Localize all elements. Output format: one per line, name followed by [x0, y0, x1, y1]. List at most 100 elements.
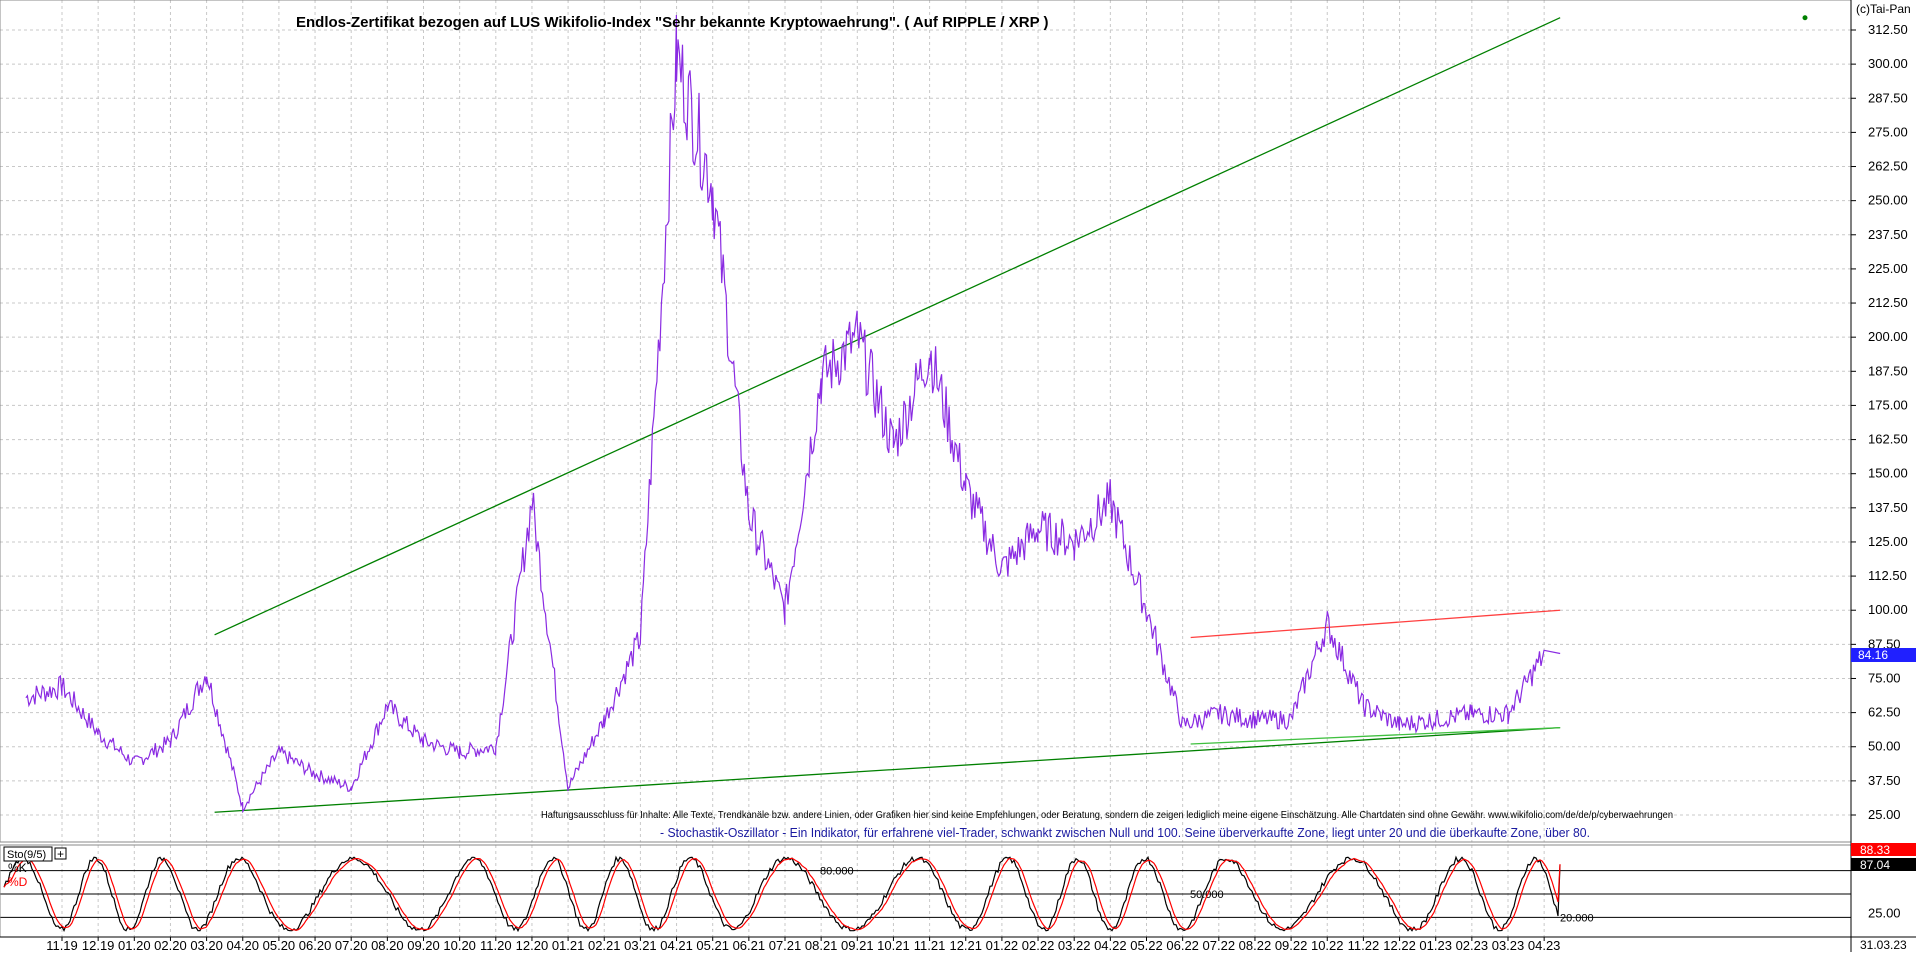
y-tick-label: 225.00	[1868, 261, 1908, 276]
x-tick-label: 11.22	[1348, 938, 1380, 952]
y-tick-label: 150.00	[1868, 466, 1908, 481]
x-tick-label: 02.22	[1022, 938, 1055, 952]
x-tick-label: 05.21	[696, 938, 729, 952]
trendline	[1190, 609, 1561, 639]
legend-d: %D	[8, 875, 28, 889]
x-tick-label: 02.23	[1456, 938, 1489, 952]
oscillator-title: Sto(9/5)	[7, 849, 46, 861]
x-tick-label: 10.20	[443, 938, 476, 952]
x-tick-label: 02.20	[154, 938, 187, 952]
stoch-k-value: 87.04	[1860, 858, 1890, 872]
y-tick-label: 37.50	[1868, 773, 1901, 788]
disclaimer-text: Haftungsausschluss für Inhalte: Alle Tex…	[541, 810, 1673, 821]
y-tick-label: 262.50	[1868, 159, 1908, 174]
x-tick-label: 09.21	[841, 938, 874, 952]
x-tick-label: 04.20	[226, 938, 259, 952]
x-axis-labels: 11.19 12.19 01.20 02.20 03.20 04.20 05.20 06.20…	[46, 937, 1561, 953]
oscillator-y-labels: 25.00	[1868, 906, 1901, 921]
osc-reference-label: 20.000	[1560, 912, 1594, 924]
chart-title: Endlos-Zertifikat bezogen auf LUS Wikifo…	[296, 14, 1049, 31]
y-tick-label: 112.50	[1868, 568, 1907, 583]
y-tick-label: 50.00	[1868, 739, 1901, 754]
y-axis-labels: 312.50 300.00 287.50 275.00 262.50 250.00 237.…	[1851, 22, 1908, 822]
y-tick-label: 87.50	[1868, 636, 1901, 651]
y-tick-label: 237.50	[1868, 227, 1908, 242]
x-tick-label: 04.21	[660, 938, 693, 952]
price-series-line	[25, 14, 1561, 814]
x-tick-label: 06.22	[1166, 938, 1199, 952]
x-tick-label: 06.21	[733, 938, 766, 952]
trendline-endpoint	[1802, 15, 1808, 21]
x-tick-label: 01.23	[1419, 938, 1452, 952]
y-tick-label: 162.50	[1868, 432, 1908, 447]
y-tick-label: 100.00	[1868, 602, 1908, 617]
y-tick-label: 200.00	[1868, 329, 1908, 344]
y-tick-label: 312.50	[1868, 22, 1908, 37]
trendline	[214, 726, 1561, 813]
x-tick-label: 03.22	[1058, 938, 1091, 952]
y-tick-label: 287.50	[1868, 90, 1908, 105]
x-tick-label: 10.21	[877, 938, 910, 952]
y-tick-label: 212.50	[1868, 295, 1908, 310]
trendline	[214, 17, 1561, 636]
y-tick-label: 25.00	[1868, 807, 1901, 822]
plus-icon[interactable]: +	[57, 847, 64, 861]
x-tick-label: 12.19	[82, 938, 115, 952]
main-grid	[0, 0, 1851, 937]
x-tick-label: 01.21	[552, 938, 585, 952]
x-tick-label: 11.21	[914, 938, 946, 952]
trendline	[1190, 726, 1561, 745]
stoch-d-value: 88.33	[1860, 843, 1890, 857]
stoch-d-badge	[1851, 843, 1916, 856]
x-tick-label: 11.19	[46, 938, 78, 952]
y-tick-label: 300.00	[1868, 56, 1908, 71]
x-tick-label: 10.22	[1311, 938, 1344, 952]
oscillator-title-box	[3, 846, 53, 862]
x-tick-label: 04.22	[1094, 938, 1127, 952]
x-tick-label: 05.22	[1130, 938, 1163, 952]
y-tick-label: 250.00	[1868, 193, 1908, 208]
y-tick-label: 75.00	[1868, 670, 1901, 685]
x-tick-label: 12.22	[1383, 938, 1416, 952]
x-tick-label: 11.20	[480, 938, 512, 952]
x-tick-label: 03.23	[1492, 938, 1525, 952]
x-tick-label: 03.20	[190, 938, 223, 952]
x-tick-label: 01.22	[986, 938, 1019, 952]
x-tick-label: 07.22	[1203, 938, 1236, 952]
x-tick-label: 12.21	[949, 938, 982, 952]
x-tick-label: 04.23	[1528, 938, 1561, 952]
trendlines	[214, 15, 1808, 813]
expand-button[interactable]	[54, 847, 67, 860]
x-tick-label: 03.21	[624, 938, 657, 952]
x-tick-label: 05.20	[263, 938, 296, 952]
x-tick-label: 12.20	[516, 938, 549, 952]
last-value-badge	[1851, 648, 1916, 662]
x-tick-label: 08.22	[1239, 938, 1272, 952]
copyright-label: (c)Tai-Pan	[1856, 2, 1911, 16]
oscillator-description: - Stochastik-Oszillator - Ein Indikator,…	[660, 825, 1590, 840]
x-tick-label: 02.21	[588, 938, 621, 952]
y-tick-label: 275.00	[1868, 124, 1908, 139]
legend-k: %K	[8, 861, 27, 875]
x-tick-label: 09.22	[1275, 938, 1308, 952]
x-tick-label: 07.21	[769, 938, 802, 952]
y-tick-label: 62.50	[1868, 705, 1901, 720]
y-tick-label: 125.00	[1868, 534, 1908, 549]
x-tick-label: 08.20	[371, 938, 404, 952]
y-tick-label: 187.50	[1868, 363, 1908, 378]
osc-y-tick-label: 25.00	[1868, 906, 1901, 921]
last-value-text: 84.16	[1858, 648, 1888, 662]
stoch-k-line	[3, 855, 1561, 933]
x-tick-label: 08.21	[805, 938, 838, 952]
x-tick-label: 07.20	[335, 938, 368, 952]
osc-reference-label: 80.000	[820, 866, 854, 878]
stoch-k-badge	[1851, 858, 1916, 871]
x-tick-label: 01.20	[118, 938, 151, 952]
last-date-label: 31.03.23	[1860, 938, 1907, 952]
x-tick-label: 09.20	[407, 938, 440, 952]
y-tick-label: 175.00	[1868, 397, 1908, 412]
stoch-d-line	[3, 857, 1561, 931]
